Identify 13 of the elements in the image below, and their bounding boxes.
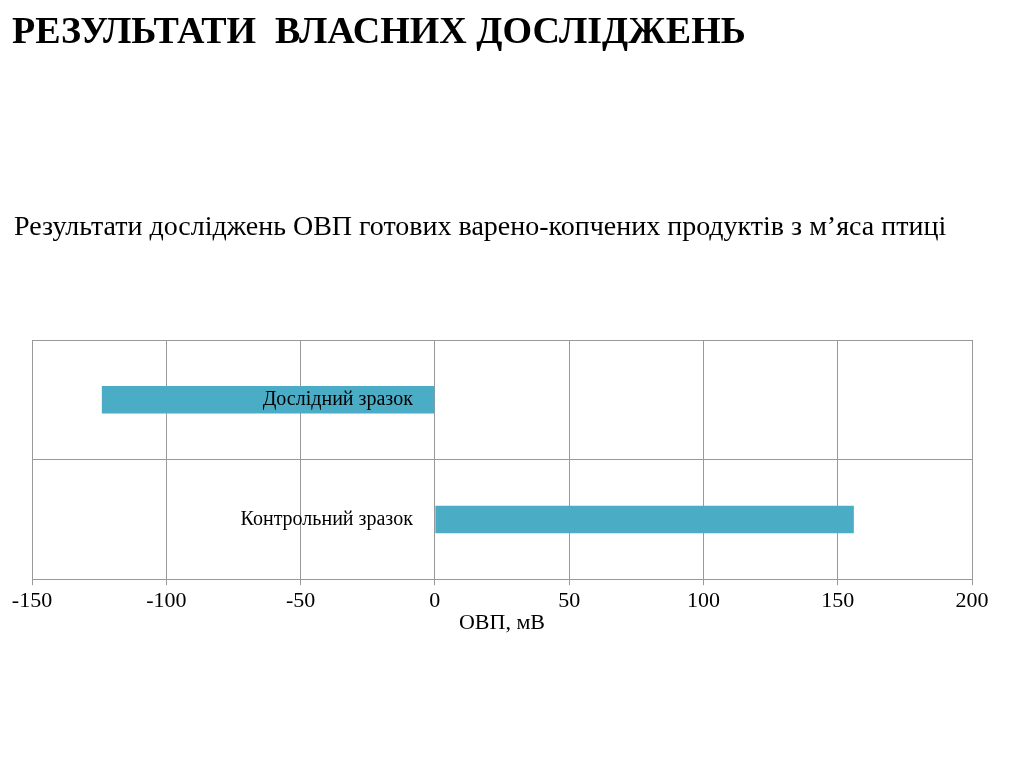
chart-title: РЕЗУЛЬТАТИ ВЛАСНИХ ДОСЛІДЖЕНЬ bbox=[12, 8, 746, 52]
x-axis-title: ОВП, мВ bbox=[458, 608, 546, 634]
x-tick-label: -150 bbox=[11, 587, 53, 613]
y-tick-label: Дослідний зразок bbox=[262, 387, 414, 411]
x-tick-label: -50 bbox=[285, 587, 316, 613]
x-tick-label: 0 bbox=[429, 587, 441, 613]
chart-subtitle: Результати досліджень ОВП готових варено-копчених продуктів з м’яса птиці bbox=[14, 209, 948, 243]
x-tick-label: 150 bbox=[821, 587, 855, 613]
x-tick-label: 200 bbox=[955, 587, 989, 613]
y-tick-label: Контрольний зразок bbox=[240, 506, 414, 530]
x-tick-label: 50 bbox=[558, 587, 581, 613]
x-tick-label: -100 bbox=[146, 587, 187, 613]
x-tick-label: 100 bbox=[686, 587, 720, 613]
